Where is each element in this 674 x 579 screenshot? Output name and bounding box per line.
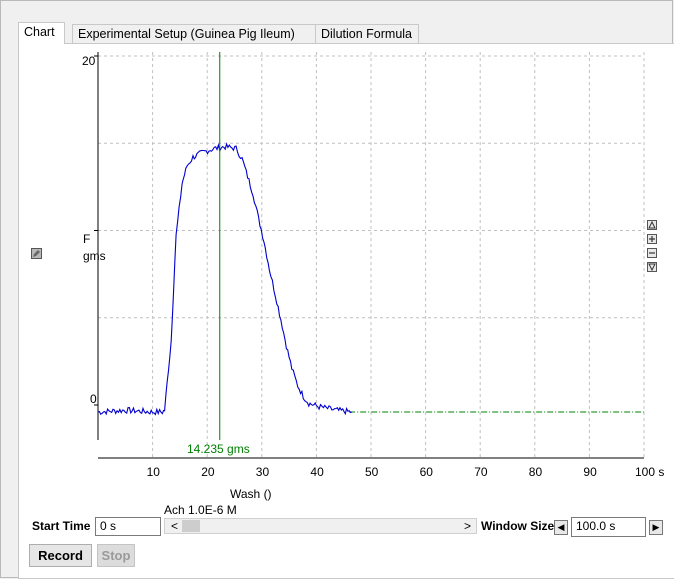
cursor-readout: 14.235 gms <box>187 442 250 456</box>
scroll-right-arrow[interactable]: > <box>463 519 471 533</box>
triangle-up-icon[interactable] <box>647 220 657 230</box>
triangle-down-icon[interactable] <box>647 262 657 272</box>
pencil-icon[interactable] <box>31 248 42 259</box>
plus-icon[interactable] <box>647 234 657 244</box>
scroll-left-arrow[interactable]: < <box>171 519 179 533</box>
x-tick-label: 70 <box>474 465 488 479</box>
tab-dilution-formula[interactable]: Dilution Formula <box>315 24 419 43</box>
x-tick-label: 20 <box>201 465 215 479</box>
y-axis-label-unit: gms <box>83 249 106 263</box>
x-tick-label: 40 <box>310 465 324 479</box>
minus-icon[interactable] <box>647 248 657 258</box>
start-time-label: Start Time <box>32 519 91 533</box>
scroll-thumb[interactable] <box>182 520 200 532</box>
chart-panel <box>18 43 674 579</box>
record-button[interactable]: Record <box>29 544 92 567</box>
x-tick-label: 10 <box>147 465 161 479</box>
y-tick-zero: 0 <box>90 392 97 406</box>
x-tick-label: 100 s <box>635 465 664 479</box>
y-axis-label-f: F <box>83 232 91 246</box>
tab-experimental-setup[interactable]: Experimental Setup (Guinea Pig Ileum) <box>72 24 316 43</box>
stop-button[interactable]: Stop <box>97 544 135 567</box>
x-tick-label: 80 <box>529 465 543 479</box>
window-size-increase-button[interactable]: ▶ <box>649 520 663 535</box>
event-label: Wash () <box>230 487 272 501</box>
window-size-decrease-button[interactable]: ◀ <box>554 520 568 535</box>
x-tick-label: 90 <box>583 465 597 479</box>
marker-label: Ach 1.0E-6 M <box>164 503 237 517</box>
time-scrollbar[interactable]: < > <box>164 518 477 534</box>
window-size-label: Window Size <box>481 519 555 533</box>
x-tick-label: 60 <box>420 465 434 479</box>
force-trace <box>97 142 353 416</box>
start-time-input[interactable]: 0 s <box>95 517 161 536</box>
x-tick-label: 50 <box>365 465 379 479</box>
window-size-input[interactable]: 100.0 s <box>571 517 646 537</box>
y-tick-top: 20 <box>82 54 96 68</box>
tab-chart[interactable]: Chart <box>18 22 65 44</box>
x-tick-label: 30 <box>256 465 270 479</box>
